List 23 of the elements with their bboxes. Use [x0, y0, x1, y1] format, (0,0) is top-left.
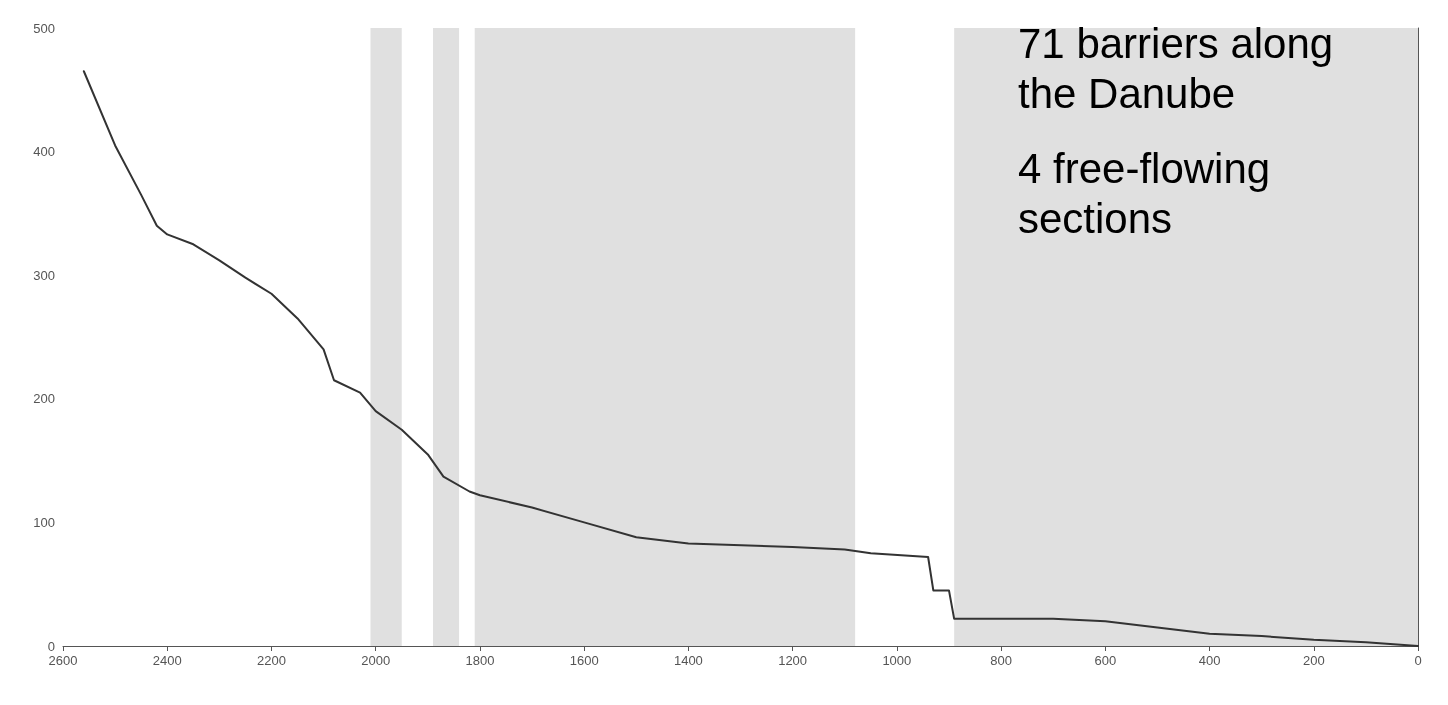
- x-tick-label: 2200: [257, 653, 286, 668]
- y-tick-label: 300: [33, 267, 55, 283]
- y-tick-label: 400: [33, 144, 55, 160]
- x-tick-label: 0: [1414, 653, 1422, 668]
- x-tick-label: 1200: [778, 653, 808, 668]
- x-tick-label: 800: [990, 653, 1012, 668]
- line-series: [82, 70, 1419, 647]
- x-tick-label: 600: [1094, 653, 1117, 668]
- x-tick-label: 200: [1302, 653, 1325, 668]
- y-tick-label: 100: [33, 514, 55, 530]
- y-tick-label: 0: [47, 638, 55, 654]
- x-tick-label: 1400: [673, 653, 703, 668]
- x-tick-label: 1000: [882, 653, 912, 668]
- x-tick-label: 2000: [361, 653, 391, 668]
- x-tick-label: 1600: [569, 653, 599, 668]
- annotation: 4 free-flowing sections: [1018, 144, 1271, 242]
- y-tick-label: 500: [33, 20, 55, 36]
- annotation: 71 barriers along the Danube: [1018, 19, 1334, 117]
- x-tick-label: 2600: [48, 653, 78, 668]
- y-tick-label: 200: [33, 391, 55, 407]
- x-tick-label: 1800: [465, 653, 495, 668]
- x-tick-label: 2400: [152, 653, 182, 668]
- x-tick-label: 400: [1198, 653, 1221, 668]
